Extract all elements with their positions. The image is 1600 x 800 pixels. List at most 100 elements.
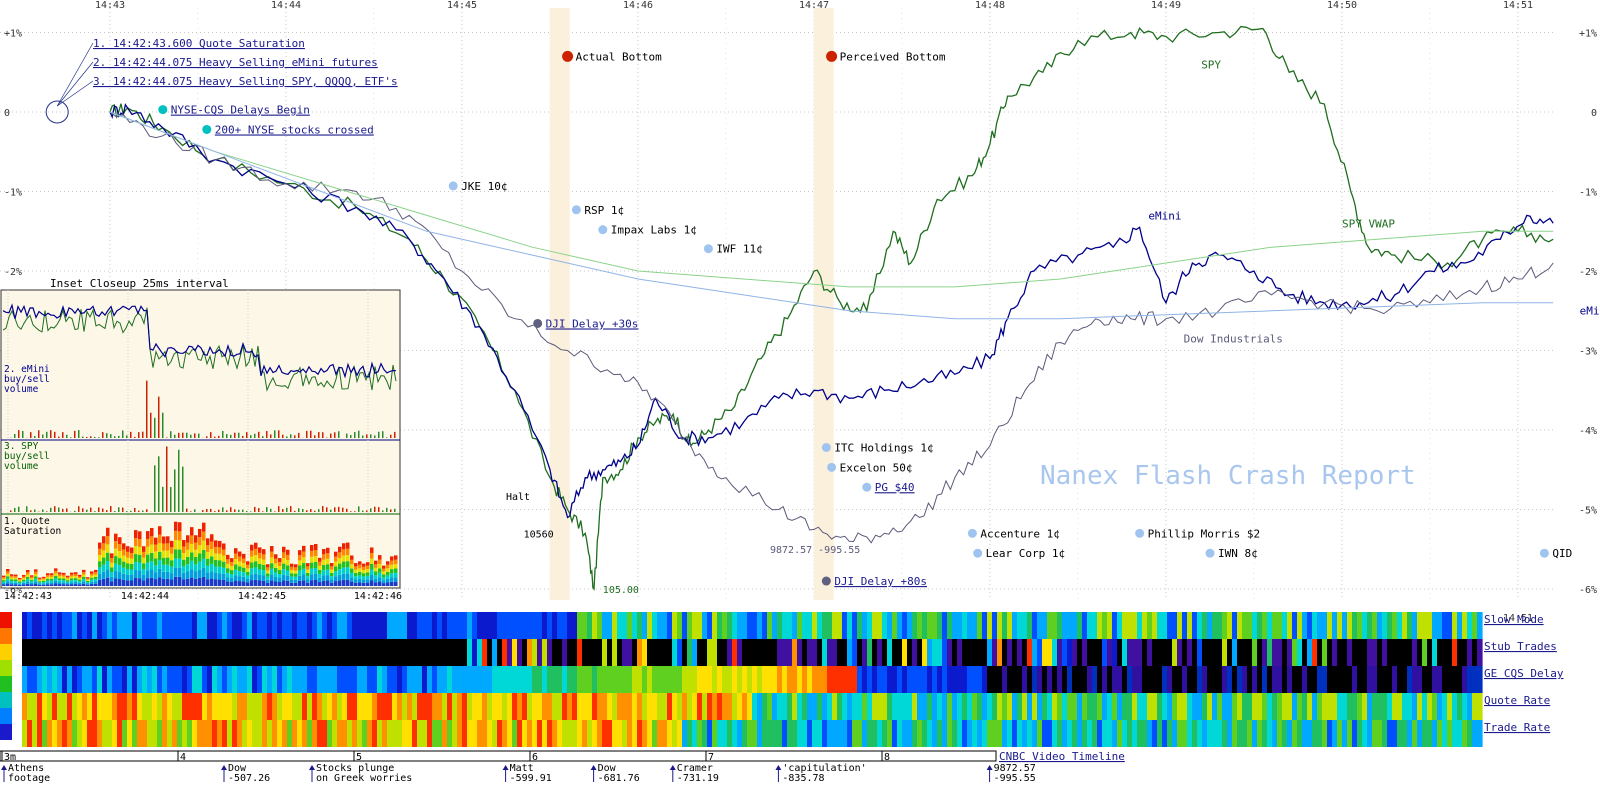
inset-quote-bar <box>294 579 298 583</box>
bottom-band-1 <box>813 8 834 600</box>
heat-cell <box>597 720 603 747</box>
heat-cell <box>317 666 323 693</box>
heat-scale-2 <box>0 644 12 660</box>
heat-cell <box>617 612 623 639</box>
inset-quote-bar <box>42 583 46 585</box>
heat-cell <box>87 693 93 720</box>
inset-quote-bar <box>314 556 318 563</box>
heat-cell <box>167 666 173 693</box>
inset-quote-bar <box>62 582 66 585</box>
inset-vol-emini <box>314 435 316 438</box>
heat-cell <box>147 639 153 666</box>
heat-cell <box>822 693 828 720</box>
heat-cell <box>1437 612 1443 639</box>
inset-vol-emini <box>322 432 324 438</box>
heat-row-label-0[interactable]: Slow Mode <box>1484 613 1544 626</box>
heat-cell <box>1377 666 1383 693</box>
heat-cell <box>1072 693 1078 720</box>
inset-quote-bar <box>206 558 210 566</box>
event-link-2[interactable]: 3. 14:42:44.075 Heavy Selling SPY, QQQQ,… <box>93 75 398 88</box>
heat-cell <box>252 612 258 639</box>
cnbc-title[interactable]: CNBC Video Timeline <box>999 750 1125 763</box>
inset-quote-bar <box>110 553 114 559</box>
inset-quote-bar <box>322 570 326 576</box>
heat-cell <box>237 666 243 693</box>
inset-quote-bar <box>354 579 358 583</box>
heat-cell <box>1397 612 1403 639</box>
inset-vol-emini <box>134 436 136 438</box>
inset-quote-bar <box>86 580 90 583</box>
marker-dot-16 <box>1539 548 1549 558</box>
heat-cell <box>932 666 938 693</box>
inset-quote-bar <box>138 546 142 555</box>
heat-cell <box>312 639 318 666</box>
inset-quote-bar <box>138 539 142 547</box>
heat-row-label-1[interactable]: Stub Trades <box>1484 640 1557 653</box>
heat-cell <box>167 612 173 639</box>
inset-vol-emini <box>350 435 352 438</box>
heat-cell <box>377 693 383 720</box>
heat-cell <box>342 612 348 639</box>
inset-quote-bar <box>278 566 282 571</box>
heat-cell <box>1407 639 1413 666</box>
heat-cell <box>1037 693 1043 720</box>
heat-cell <box>252 720 258 747</box>
heat-cell <box>1477 639 1483 666</box>
inset-quote-bar <box>318 557 322 562</box>
inset-quote-bar <box>378 568 382 573</box>
inset-quote-bar <box>314 550 318 557</box>
heat-cell <box>1292 720 1298 747</box>
heat-cell <box>1427 666 1433 693</box>
event-link-1[interactable]: 2. 14:42:44.075 Heavy Selling eMini futu… <box>93 56 378 69</box>
heat-cell <box>1177 666 1183 693</box>
inset-vol-spy <box>106 510 108 512</box>
marker-label-2[interactable]: NYSE-CQS Delays Begin <box>171 104 310 117</box>
heat-cell <box>717 666 723 693</box>
heat-cell <box>512 720 518 747</box>
heat-cell <box>622 666 628 693</box>
inset-quote-bar <box>118 572 122 580</box>
heat-cell <box>337 639 343 666</box>
inset-quote-bar <box>218 579 222 586</box>
heat-cell <box>47 720 53 747</box>
inset-quote-bar <box>78 581 82 583</box>
heat-cell <box>772 666 778 693</box>
heat-cell <box>377 720 383 747</box>
inset-vol-emini <box>106 433 108 438</box>
inset-vol-emini <box>286 436 288 438</box>
heat-cell <box>377 639 383 666</box>
heat-cell <box>427 720 433 747</box>
inset-quote-bar <box>70 578 74 581</box>
event-leader-1 <box>56 61 94 107</box>
heat-cell <box>317 693 323 720</box>
heat-cell <box>837 666 843 693</box>
marker-label-17[interactable]: DJI Delay +80s <box>834 575 927 588</box>
heat-cell <box>492 612 498 639</box>
heat-cell <box>487 639 493 666</box>
inset-quote-bar <box>394 559 398 565</box>
inset-quote-bar <box>298 565 302 571</box>
marker-label-1: Perceived Bottom <box>840 50 946 63</box>
inset-vol-spy <box>314 510 316 512</box>
marker-label-8[interactable]: DJI Delay +30s <box>546 317 639 330</box>
heat-cell <box>1292 612 1298 639</box>
inset-quote-bar <box>158 543 162 552</box>
inset-quote-bar <box>210 556 214 564</box>
heat-cell <box>497 639 503 666</box>
marker-label-3[interactable]: 200+ NYSE stocks crossed <box>215 123 374 136</box>
inset-quote-bar <box>234 558 238 565</box>
marker-label-11[interactable]: PG $40 <box>875 481 915 494</box>
heat-row-label-4[interactable]: Trade Rate <box>1484 721 1550 734</box>
heat-row-label-2[interactable]: GE CQS Delay <box>1484 667 1564 680</box>
heat-cell <box>402 612 408 639</box>
event-link-0[interactable]: 1. 14:42:43.600 Quote Saturation <box>93 37 305 50</box>
inset-vol-emini <box>250 435 252 438</box>
inset-panel-label-1-2: volume <box>4 461 39 472</box>
inset-quote-bar <box>350 572 354 578</box>
heat-cell <box>897 693 903 720</box>
inset-vol-emini <box>166 437 168 438</box>
inset-quote-bar <box>330 572 334 577</box>
heat-row-label-3[interactable]: Quote Rate <box>1484 694 1550 707</box>
heat-cell <box>817 666 823 693</box>
